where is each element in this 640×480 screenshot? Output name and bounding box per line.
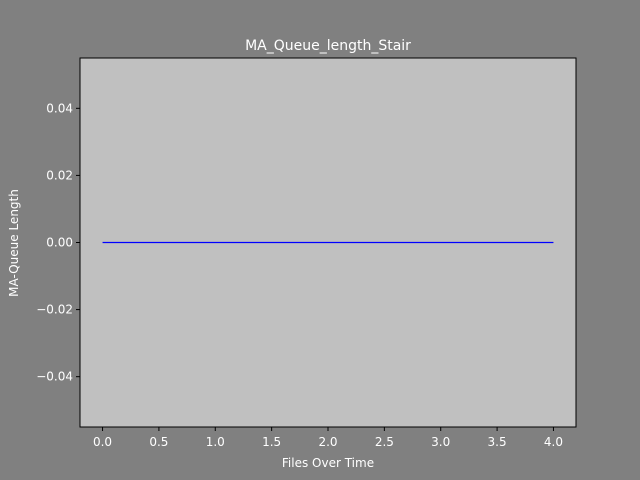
y-tick-label: 0.02	[46, 168, 73, 182]
y-axis-ticks: −0.04 −0.02 0.00 0.02 0.04	[36, 101, 80, 384]
x-tick-label: 3.5	[488, 435, 507, 449]
x-tick-label: 1.5	[262, 435, 281, 449]
y-tick-label: 0.00	[46, 236, 73, 250]
x-tick-label: 3.0	[431, 435, 450, 449]
x-tick-label: 0.0	[93, 435, 112, 449]
x-tick-label: 0.5	[149, 435, 168, 449]
x-tick-label: 2.5	[375, 435, 394, 449]
x-axis-ticks: 0.0 0.5 1.0 1.5 2.0 2.5 3.0 3.5 4.0	[93, 427, 563, 449]
x-tick-label: 1.0	[206, 435, 225, 449]
x-tick-label: 4.0	[544, 435, 563, 449]
y-tick-label: −0.04	[36, 370, 73, 384]
y-axis-label: MA-Queue Length	[7, 189, 21, 297]
x-tick-label: 2.0	[318, 435, 337, 449]
x-axis-label: Files Over Time	[282, 456, 374, 470]
y-tick-label: −0.02	[36, 303, 73, 317]
chart-title: MA_Queue_length_Stair	[245, 38, 411, 54]
y-tick-label: 0.04	[46, 101, 73, 115]
